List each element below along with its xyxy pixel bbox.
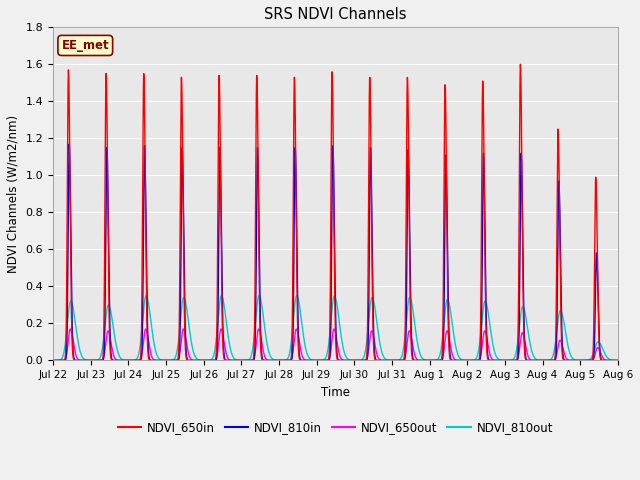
NDVI_650in bbox=[180, 295, 188, 301]
Line: NDVI_810in: NDVI_810in bbox=[53, 144, 618, 360]
NDVI_810in bbox=[180, 269, 188, 275]
NDVI_810in bbox=[65, 141, 73, 147]
NDVI_650in bbox=[186, 358, 194, 363]
Line: NDVI_650out: NDVI_650out bbox=[53, 329, 618, 360]
Y-axis label: NDVI Channels (W/m2/nm): NDVI Channels (W/m2/nm) bbox=[7, 115, 20, 273]
NDVI_810out bbox=[184, 310, 191, 315]
NDVI_650out bbox=[49, 358, 57, 363]
NDVI_810in bbox=[49, 358, 57, 363]
NDVI_810out bbox=[142, 293, 150, 299]
NDVI_650in bbox=[302, 358, 310, 363]
Title: SRS NDVI Channels: SRS NDVI Channels bbox=[264, 7, 406, 22]
NDVI_810in bbox=[262, 358, 270, 363]
NDVI_810out bbox=[262, 334, 270, 340]
NDVI_650in bbox=[183, 357, 191, 363]
NDVI_810in bbox=[186, 358, 194, 363]
NDVI_810in bbox=[184, 357, 191, 362]
X-axis label: Time: Time bbox=[321, 386, 350, 399]
NDVI_650out bbox=[614, 358, 622, 363]
NDVI_810in bbox=[302, 358, 310, 363]
NDVI_650in bbox=[516, 61, 524, 67]
NDVI_650out bbox=[186, 355, 194, 361]
NDVI_650in bbox=[614, 358, 622, 363]
Legend: NDVI_650in, NDVI_810in, NDVI_650out, NDVI_810out: NDVI_650in, NDVI_810in, NDVI_650out, NDV… bbox=[113, 416, 558, 439]
Line: NDVI_810out: NDVI_810out bbox=[53, 296, 618, 360]
NDVI_810out bbox=[186, 332, 194, 337]
NDVI_650out bbox=[610, 358, 618, 363]
NDVI_810in bbox=[614, 358, 622, 363]
NDVI_650in bbox=[610, 358, 618, 363]
NDVI_650out bbox=[184, 345, 191, 350]
NDVI_650out bbox=[180, 328, 188, 334]
NDVI_810out bbox=[180, 295, 188, 301]
NDVI_810out bbox=[302, 348, 310, 354]
NDVI_650in bbox=[262, 358, 269, 363]
Line: NDVI_650in: NDVI_650in bbox=[53, 64, 618, 360]
NDVI_650in bbox=[49, 358, 57, 363]
NDVI_650out bbox=[262, 356, 270, 362]
Text: EE_met: EE_met bbox=[61, 39, 109, 52]
NDVI_810out bbox=[614, 358, 622, 363]
NDVI_650out bbox=[302, 358, 310, 363]
NDVI_650out bbox=[67, 326, 74, 332]
NDVI_810out bbox=[610, 358, 618, 363]
NDVI_810in bbox=[610, 358, 618, 363]
NDVI_810out bbox=[49, 358, 57, 363]
